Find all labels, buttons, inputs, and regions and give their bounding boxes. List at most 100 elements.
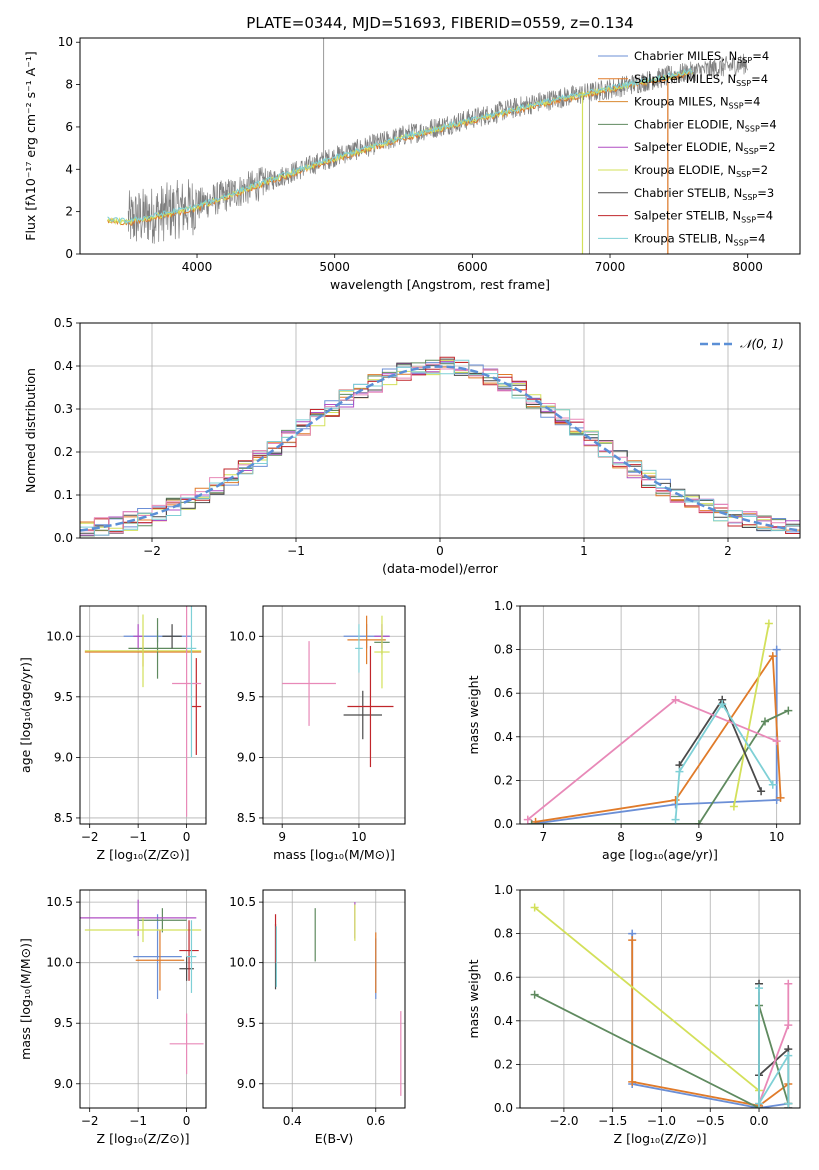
series-line (535, 653, 782, 823)
y-tick-label: 1.0 (494, 883, 513, 897)
y-tick-label: 9.0 (237, 1077, 256, 1091)
spectrum-legend: Chabrier MILES, NSSP=4 Salpeter MILES, NS… (598, 49, 777, 247)
x-tick-label: 0 (183, 830, 191, 844)
y-tick-label: 9.5 (54, 690, 73, 704)
series-marker (755, 984, 764, 993)
y-tick-label: 0.4 (54, 359, 73, 373)
x-tick-label: 9 (278, 830, 286, 844)
panel-age-vs-Z: −2 −1 0 8.5 9.0 9.5 10.0 Z [log₁₀(Z/Z⊙)] age [lo… (18, 605, 207, 862)
x-tick-label: 10 (769, 830, 784, 844)
data-point (133, 624, 143, 649)
x-tick-label: 0 (436, 544, 444, 558)
x-tick-label: 7 (540, 830, 548, 844)
y-tick-label: 0.8 (494, 927, 513, 941)
series-marker (784, 1099, 793, 1108)
axes-frame (519, 889, 801, 1109)
data-point (179, 920, 199, 981)
series-marker (729, 802, 738, 811)
x-tick-label: 8 (617, 830, 625, 844)
y-tick-label: 0.1 (54, 488, 73, 502)
legend-label: Salpeter STELIB, NSSP=4 (634, 209, 773, 225)
x-tick-label: −2 (143, 544, 161, 558)
data-point (138, 908, 187, 933)
x-tick-label: 8000 (732, 260, 763, 274)
x-axis-label: Z [log₁₀(Z/Z⊙)] (97, 847, 190, 862)
legend-label: Kroupa STELIB, NSSP=4 (634, 231, 765, 247)
y-tick-label: 9.0 (237, 750, 256, 764)
data-point (186, 606, 197, 758)
y-tick-label: 0.4 (494, 1014, 513, 1028)
x-tick-label: 2 (724, 544, 732, 558)
series-marker (694, 820, 703, 824)
y-tick-label: 9.5 (237, 690, 256, 704)
series-marker (523, 815, 532, 824)
data-point (347, 615, 386, 665)
series-marker (764, 619, 773, 628)
x-axis-label: age [log₁₀(age/yr)] (602, 847, 718, 862)
x-axis-label: E(B-V) (315, 1131, 354, 1146)
panel-spectrum: 4000 5000 6000 7000 8000 0 2 4 6 8 10 wavelength [A… (23, 35, 801, 292)
series-marker (531, 817, 540, 824)
y-tick-label: 0.4 (494, 730, 513, 744)
series-line (758, 983, 790, 1104)
series-line (674, 702, 774, 820)
x-tick-label: 4000 (182, 260, 213, 274)
y-tick-label: 0.2 (494, 1057, 513, 1071)
data-point (84, 614, 202, 688)
histogram-step-line (80, 359, 800, 536)
x-tick-label: −1.0 (647, 1114, 676, 1128)
panel-mass-weight-vs-age: 7 8 9 10 0.0 0.2 0.4 0.6 0.8 1.0 age [log₁₀(age/yr… (466, 599, 801, 862)
series-marker (761, 717, 769, 726)
panel-residual-histogram: −2 −1 0 1 2 0.0 0.1 0.2 0.3 0.4 0.5 (data-model)/er… (23, 316, 801, 576)
y-tick-label: 1.0 (494, 599, 513, 613)
y-tick-label: 4 (65, 162, 73, 176)
data-point (80, 899, 197, 937)
series-line (531, 709, 789, 824)
legend-label: Kroupa ELODIE, NSSP=2 (634, 163, 768, 179)
data-point (169, 1013, 204, 1075)
series-marker (530, 990, 539, 999)
data-point (191, 658, 202, 755)
axes-frame (262, 605, 406, 825)
x-axis-label: Z [log₁₀(Z/Z⊙)] (614, 1131, 707, 1146)
data-point (374, 615, 390, 689)
series-marker (628, 1077, 637, 1086)
y-tick-label: 8.5 (54, 811, 73, 825)
series-marker (628, 936, 637, 945)
data-point (343, 690, 382, 740)
y-axis-label: mass weight (466, 959, 481, 1038)
model-spectrum-line (107, 67, 693, 225)
axes-frame (79, 37, 801, 255)
series-marker (784, 979, 793, 988)
x-tick-label: 5000 (319, 260, 350, 274)
y-tick-label: 2 (65, 205, 73, 219)
plot-area (530, 903, 793, 1108)
data-point (355, 624, 363, 673)
histogram-step-line (80, 363, 800, 534)
observed-spectrum-line (127, 53, 749, 244)
series-line (534, 906, 760, 1092)
data-point (133, 914, 182, 999)
series-marker (755, 1099, 764, 1108)
series-marker (784, 706, 793, 715)
histogram-step-line (80, 356, 800, 534)
plot-area (80, 356, 800, 537)
x-tick-label: 0 (183, 1114, 191, 1128)
series-marker (527, 820, 536, 824)
series-line (758, 988, 790, 1107)
x-tick-label: 9 (695, 830, 703, 844)
data-point (128, 618, 187, 679)
x-tick-label: −2 (81, 830, 99, 844)
y-axis-label: mass weight (466, 675, 481, 754)
plot-area (523, 619, 793, 824)
series-marker (772, 645, 781, 654)
series-marker (784, 1051, 793, 1060)
y-tick-label: 10.0 (229, 956, 256, 970)
series-marker (757, 787, 766, 796)
y-tick-label: 10.0 (46, 956, 73, 970)
legend-label: Chabrier ELODIE, NSSP=4 (634, 117, 777, 133)
series-marker (530, 903, 539, 912)
series-marker (675, 767, 684, 776)
